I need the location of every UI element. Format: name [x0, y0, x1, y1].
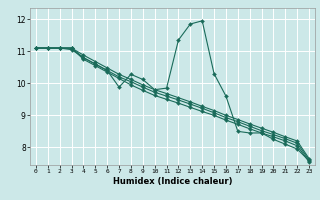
X-axis label: Humidex (Indice chaleur): Humidex (Indice chaleur): [113, 177, 232, 186]
